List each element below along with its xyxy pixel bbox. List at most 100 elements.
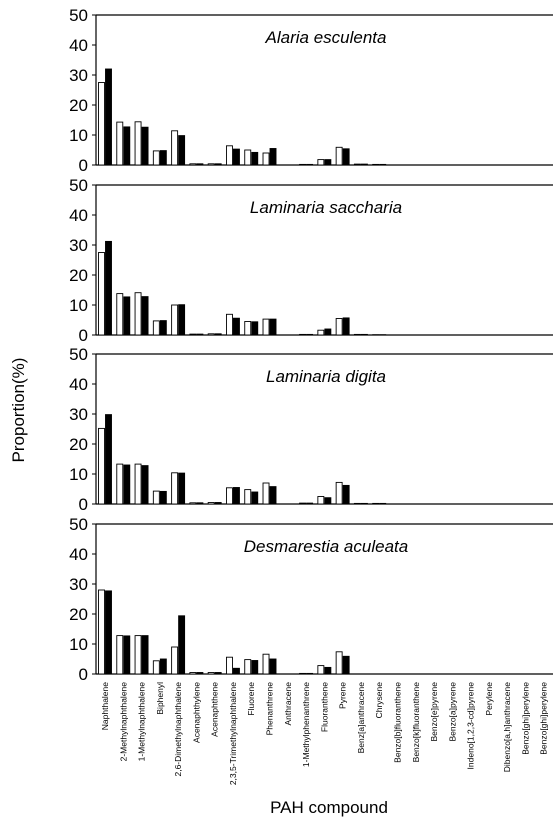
bar-series-2 bbox=[269, 658, 277, 675]
bar-series-2 bbox=[233, 317, 240, 336]
bar-series-1 bbox=[98, 427, 105, 505]
y-tick-label: 40 bbox=[69, 206, 88, 225]
y-tick-label: 0 bbox=[79, 326, 88, 345]
category-label: Benzo[b]fluoranthene bbox=[392, 682, 402, 763]
bar-series-1 bbox=[317, 159, 325, 166]
bar-series-1 bbox=[207, 163, 215, 166]
y-tick-label: 20 bbox=[69, 435, 88, 454]
bar-series-1 bbox=[226, 313, 233, 336]
y-tick-label: 40 bbox=[69, 545, 88, 564]
bar-series-1 bbox=[134, 635, 142, 675]
y-tick-label: 20 bbox=[69, 605, 88, 624]
bar-series-2 bbox=[379, 163, 387, 166]
chart-panels: 0 10 20 30 40 50 Alaria esculenta 0 10 20 30 40 50 La… bbox=[69, 6, 553, 785]
bar-series-2 bbox=[214, 502, 222, 505]
bar-series-1 bbox=[244, 321, 252, 336]
bar-series-2 bbox=[342, 317, 350, 336]
bar-series-1 bbox=[98, 82, 105, 166]
bar-series-2 bbox=[324, 159, 332, 166]
chart-panel-1: 0 10 20 30 40 50 Alaria esculenta bbox=[69, 6, 553, 175]
y-tick-label: 0 bbox=[79, 665, 88, 684]
bar-series-2 bbox=[233, 148, 240, 166]
bar-series-1 bbox=[98, 589, 105, 675]
bar-series-2 bbox=[360, 502, 368, 505]
bar-series-2 bbox=[214, 333, 222, 336]
bar-series-1 bbox=[372, 163, 380, 166]
category-label: Biphenyl bbox=[155, 682, 165, 715]
bar-series-2 bbox=[105, 240, 112, 336]
bar-series-1 bbox=[226, 656, 233, 675]
y-axis-title: Proportion(%) bbox=[9, 358, 28, 463]
category-label: Naphthalene bbox=[100, 682, 110, 730]
bar-series-2 bbox=[141, 126, 149, 166]
category-label: Acenaphthene bbox=[210, 682, 220, 737]
bar-series-2 bbox=[123, 296, 131, 336]
bar-series-1 bbox=[353, 502, 361, 505]
bar-series-2 bbox=[196, 502, 204, 505]
bar-series-2 bbox=[324, 497, 332, 505]
bar-series-1 bbox=[244, 489, 252, 505]
bar-series-1 bbox=[207, 333, 215, 336]
bar-series-1 bbox=[244, 659, 252, 675]
bar-series-1 bbox=[134, 292, 142, 336]
bar-series-1 bbox=[116, 463, 124, 505]
bar-series-2 bbox=[233, 667, 240, 675]
category-label: Benzo[ghi]perylene bbox=[539, 682, 549, 755]
bar-series-2 bbox=[159, 490, 167, 505]
category-label: Benzo[a]pyrene bbox=[447, 682, 457, 742]
category-label: Anthracene bbox=[283, 682, 293, 726]
bar-series-2 bbox=[269, 318, 277, 336]
y-tick-label: 30 bbox=[69, 405, 88, 424]
chart-panel-2: 0 10 20 30 40 50 Laminaria saccharia bbox=[69, 176, 553, 345]
bar-series-2 bbox=[196, 333, 204, 336]
bar-series-2 bbox=[123, 126, 131, 166]
bar-series-2 bbox=[105, 590, 112, 675]
bar-series-1 bbox=[335, 146, 343, 166]
y-tick-label: 50 bbox=[69, 6, 88, 25]
bar-series-1 bbox=[152, 320, 160, 336]
category-label: Benz[a]anthracene bbox=[356, 682, 366, 754]
bar-series-2 bbox=[251, 151, 259, 166]
category-label: 1-Methylnaphthalene bbox=[137, 682, 147, 762]
bar-series-1 bbox=[189, 333, 197, 336]
bar-series-2 bbox=[159, 150, 167, 166]
y-tick-label: 20 bbox=[69, 96, 88, 115]
category-label: Benzo[e]pyrene bbox=[429, 682, 439, 742]
bar-series-1 bbox=[171, 130, 179, 166]
bar-series-2 bbox=[342, 484, 350, 505]
category-label: 2-Methylnaphthalene bbox=[118, 682, 128, 762]
bar-series-1 bbox=[335, 318, 343, 336]
category-label: Chrysene bbox=[374, 682, 384, 719]
x-axis-title: PAH compound bbox=[270, 798, 388, 817]
bar-series-2 bbox=[324, 666, 332, 675]
category-label: Fluorene bbox=[246, 682, 256, 716]
bar-series-1 bbox=[262, 653, 270, 675]
bar-series-2 bbox=[214, 672, 222, 675]
bar-series-2 bbox=[306, 672, 314, 675]
bar-series-1 bbox=[299, 502, 307, 505]
bar-series-2 bbox=[196, 672, 204, 675]
panel-title: Laminaria saccharia bbox=[250, 198, 402, 217]
category-label: Fluoranthene bbox=[319, 682, 329, 732]
bar-series-1 bbox=[353, 163, 361, 166]
bar-series-2 bbox=[306, 163, 314, 166]
bar-series-1 bbox=[116, 121, 124, 166]
bar-series-1 bbox=[134, 463, 142, 505]
bar-series-1 bbox=[262, 482, 270, 505]
bar-series-2 bbox=[214, 163, 222, 166]
bar-series-1 bbox=[299, 672, 307, 675]
bar-series-1 bbox=[171, 646, 179, 675]
bar-series-1 bbox=[262, 318, 270, 336]
chart-panel-3: 0 10 20 30 40 50 Laminaria digita bbox=[69, 345, 553, 514]
category-label: 2,3,5-Trimethylnaphthalene bbox=[228, 682, 238, 785]
bar-series-2 bbox=[105, 68, 112, 166]
bar-series-2 bbox=[123, 635, 131, 675]
chart-panel-4: 0 10 20 30 40 50 Desmarestia aculeata bbox=[69, 515, 553, 684]
bar-series-1 bbox=[116, 635, 124, 675]
bar-series-2 bbox=[269, 148, 277, 166]
bar-series-1 bbox=[226, 145, 233, 166]
bar-series-1 bbox=[171, 304, 179, 336]
y-tick-label: 50 bbox=[69, 345, 88, 364]
panel-title: Desmarestia aculeata bbox=[244, 537, 408, 556]
bar-series-2 bbox=[269, 486, 277, 505]
